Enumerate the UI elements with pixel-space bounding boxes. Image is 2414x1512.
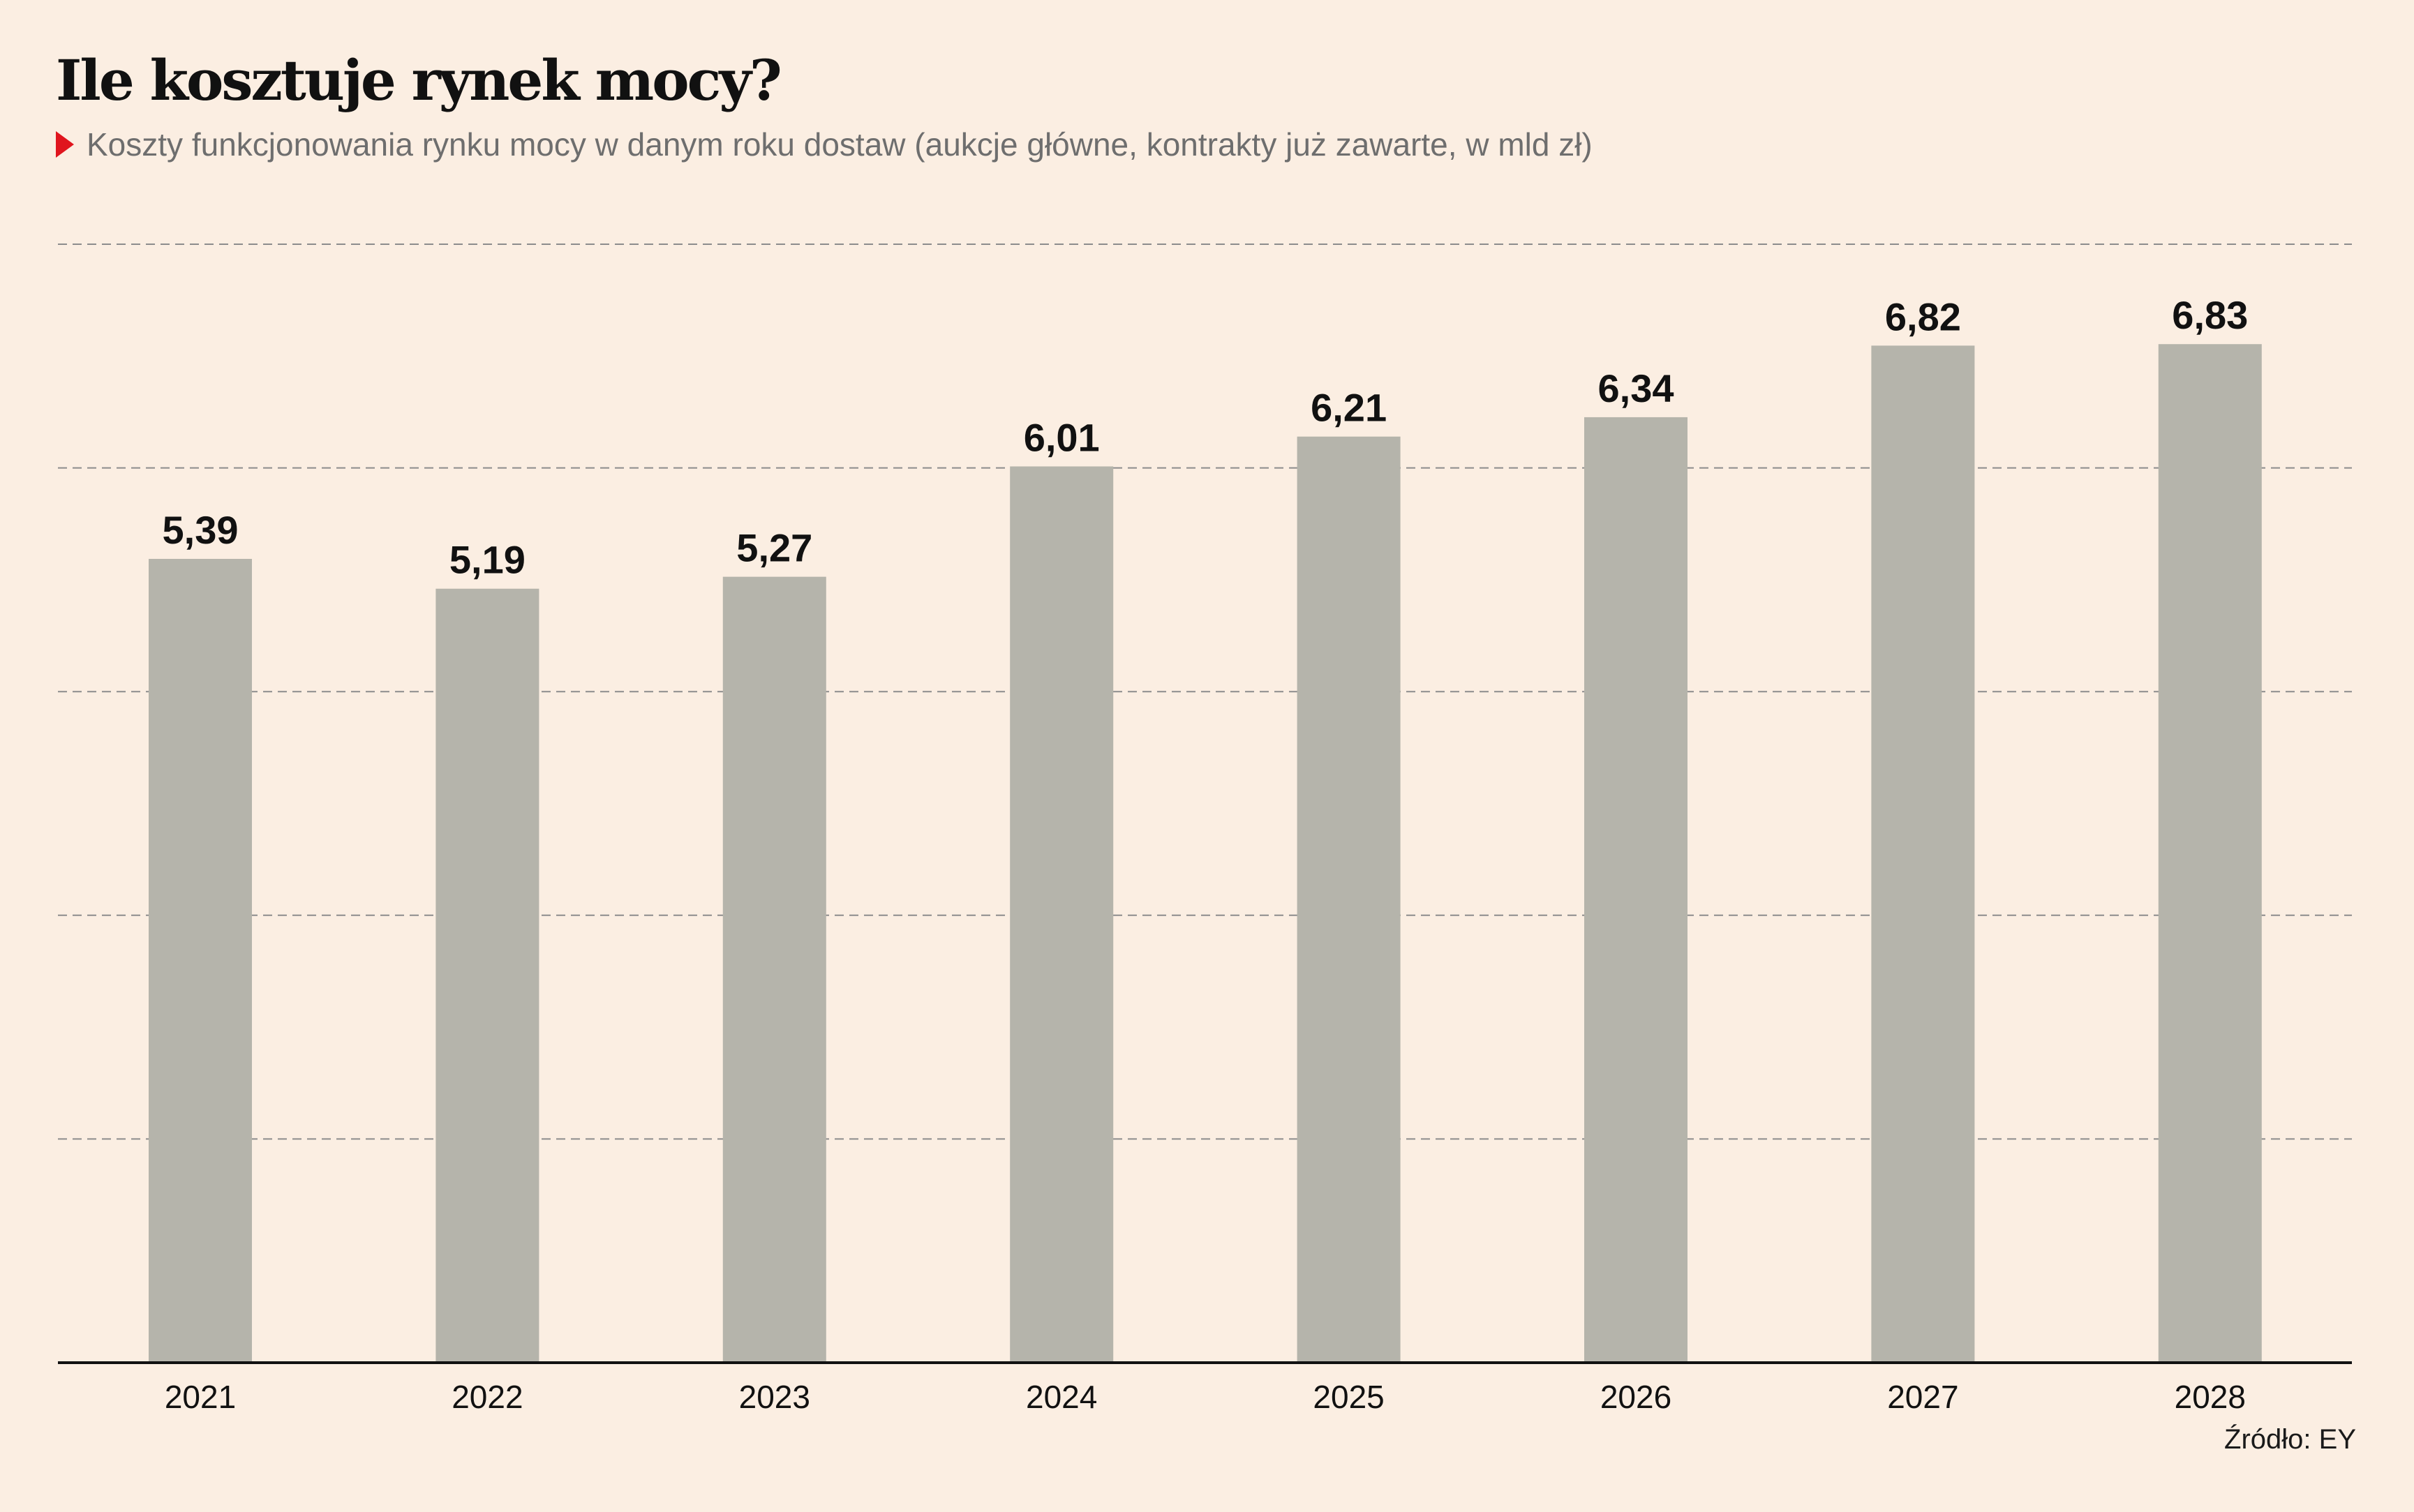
bar-value-label: 6,01 — [1024, 415, 1100, 459]
gridlines — [58, 244, 2352, 1140]
chart-subtitle: Koszty funkcjonowania rynku mocy w danym… — [56, 126, 1593, 163]
bar — [149, 558, 252, 1363]
bars — [149, 344, 2262, 1363]
x-tick-label: 2025 — [1313, 1379, 1384, 1415]
x-tick-label: 2022 — [452, 1379, 523, 1415]
bar — [1584, 417, 1687, 1363]
x-tick-label: 2026 — [1600, 1379, 1671, 1415]
bar-value-label: 6,34 — [1598, 366, 1674, 410]
x-tick-label: 2028 — [2175, 1379, 2246, 1415]
x-tick-label: 2023 — [739, 1379, 810, 1415]
x-tick-label: 2027 — [1887, 1379, 1958, 1415]
subtitle-text: Koszty funkcjonowania rynku mocy w danym… — [87, 126, 1593, 163]
bar-value-label: 5,19 — [449, 538, 526, 582]
x-tick-label: 2021 — [165, 1379, 236, 1415]
bar-value-label: 5,27 — [736, 526, 812, 570]
bar — [722, 576, 826, 1363]
x-tick-label: 2024 — [1026, 1379, 1097, 1415]
bar — [1297, 436, 1401, 1363]
bar-value-label: 6,83 — [2172, 293, 2248, 337]
bar-value-label: 6,21 — [1311, 386, 1387, 430]
source-note: Źródło: EY — [2224, 1424, 2356, 1455]
bar — [1871, 345, 1975, 1363]
bar-value-label: 6,82 — [1885, 294, 1961, 338]
bar — [2158, 344, 2262, 1363]
x-axis: 2021 2022 2023 2024 2025 2026 2027 2028 — [58, 1361, 2352, 1415]
red-triangle-icon — [56, 131, 74, 158]
chart-title: Ile kosztuje rynek mocy? — [56, 47, 782, 113]
bar-value-label: 5,39 — [163, 508, 239, 552]
value-labels: 5,39 5,19 5,27 6,01 6,21 6,34 6,82 6,83 — [163, 293, 2249, 582]
bar — [435, 588, 539, 1363]
bar — [1010, 466, 1114, 1363]
